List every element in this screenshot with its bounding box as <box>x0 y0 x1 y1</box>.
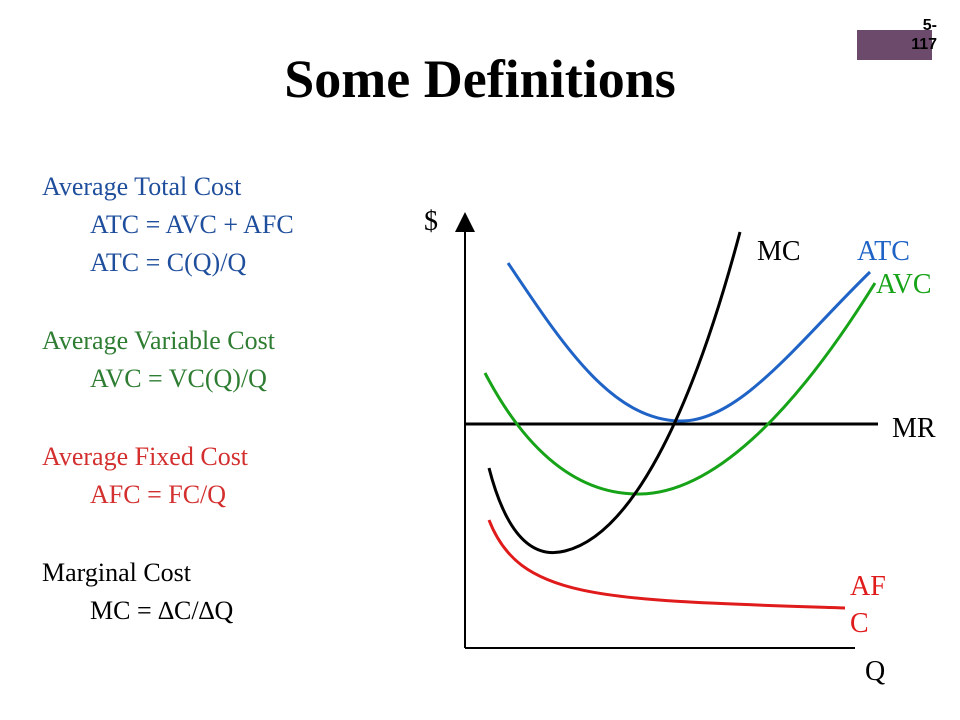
slide-title: Some Definitions <box>284 49 676 109</box>
afc-label-line2: C <box>850 608 869 639</box>
y-axis-label: $ <box>424 206 438 237</box>
atc-label: ATC <box>857 236 910 267</box>
x-axis-label: Q <box>865 656 885 687</box>
mc-heading: Marginal Cost <box>42 558 192 587</box>
atc-heading: Average Total Cost <box>42 172 242 201</box>
avc-label: AVC <box>876 269 932 300</box>
atc-curve <box>506 262 872 423</box>
avc-curve <box>483 282 877 496</box>
afc-heading: Average Fixed Cost <box>42 442 249 471</box>
definitions-list: Average Total Cost ATC = AVC + AFC ATC =… <box>42 168 294 630</box>
avc-formula: AVC = VC(Q)/Q <box>90 364 267 393</box>
afc-formula: AFC = FC/Q <box>90 480 227 509</box>
slide-number-box <box>857 30 932 60</box>
afc-curve <box>487 519 846 610</box>
mc-curve <box>487 231 742 554</box>
slide-number: 5- 117 <box>911 17 937 53</box>
avc-heading: Average Variable Cost <box>42 326 275 355</box>
atc-formula-1: ATC = AVC + AFC <box>90 210 294 239</box>
atc-formula-2: ATC = C(Q)/Q <box>90 248 247 277</box>
afc-label-line1: AF <box>850 571 886 602</box>
mr-label: MR <box>892 413 936 444</box>
mc-formula: MC = ∆C/∆Q <box>90 596 234 625</box>
mc-label: MC <box>757 236 801 267</box>
